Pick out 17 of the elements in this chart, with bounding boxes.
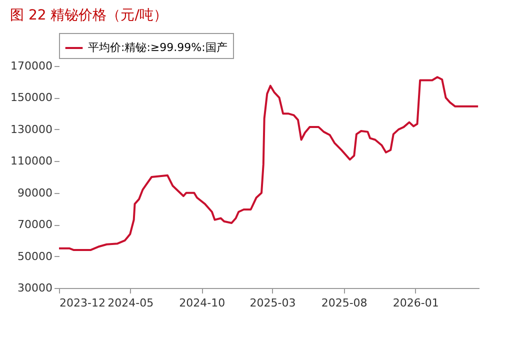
y-tick-label: 110000 (10, 154, 52, 168)
y-tick-label: 30000 (18, 282, 52, 294)
y-tick-label: 150000 (10, 91, 52, 104)
y-tick-label: 70000 (18, 218, 52, 232)
x-tick-label: 2024-05 (108, 296, 154, 310)
y-tick-label: 50000 (18, 250, 52, 263)
y-tick-label: 130000 (10, 122, 52, 136)
x-tick-label: 2023-12 (60, 296, 106, 310)
x-tick-label: 2025-03 (250, 296, 296, 310)
y-tick-label: 90000 (18, 186, 52, 200)
y-tick-label: 170000 (10, 60, 52, 72)
chart-title: 图 22 精铋价格（元/吨） (10, 8, 168, 24)
x-tick-label: 2026-01 (392, 296, 439, 310)
legend-label: 平均价:精铋:≥99.99%:国产 (88, 41, 228, 54)
x-tick-label: 2024-10 (179, 296, 226, 310)
line-series (58, 76, 480, 251)
x-tick-label: 2025-08 (321, 296, 368, 310)
